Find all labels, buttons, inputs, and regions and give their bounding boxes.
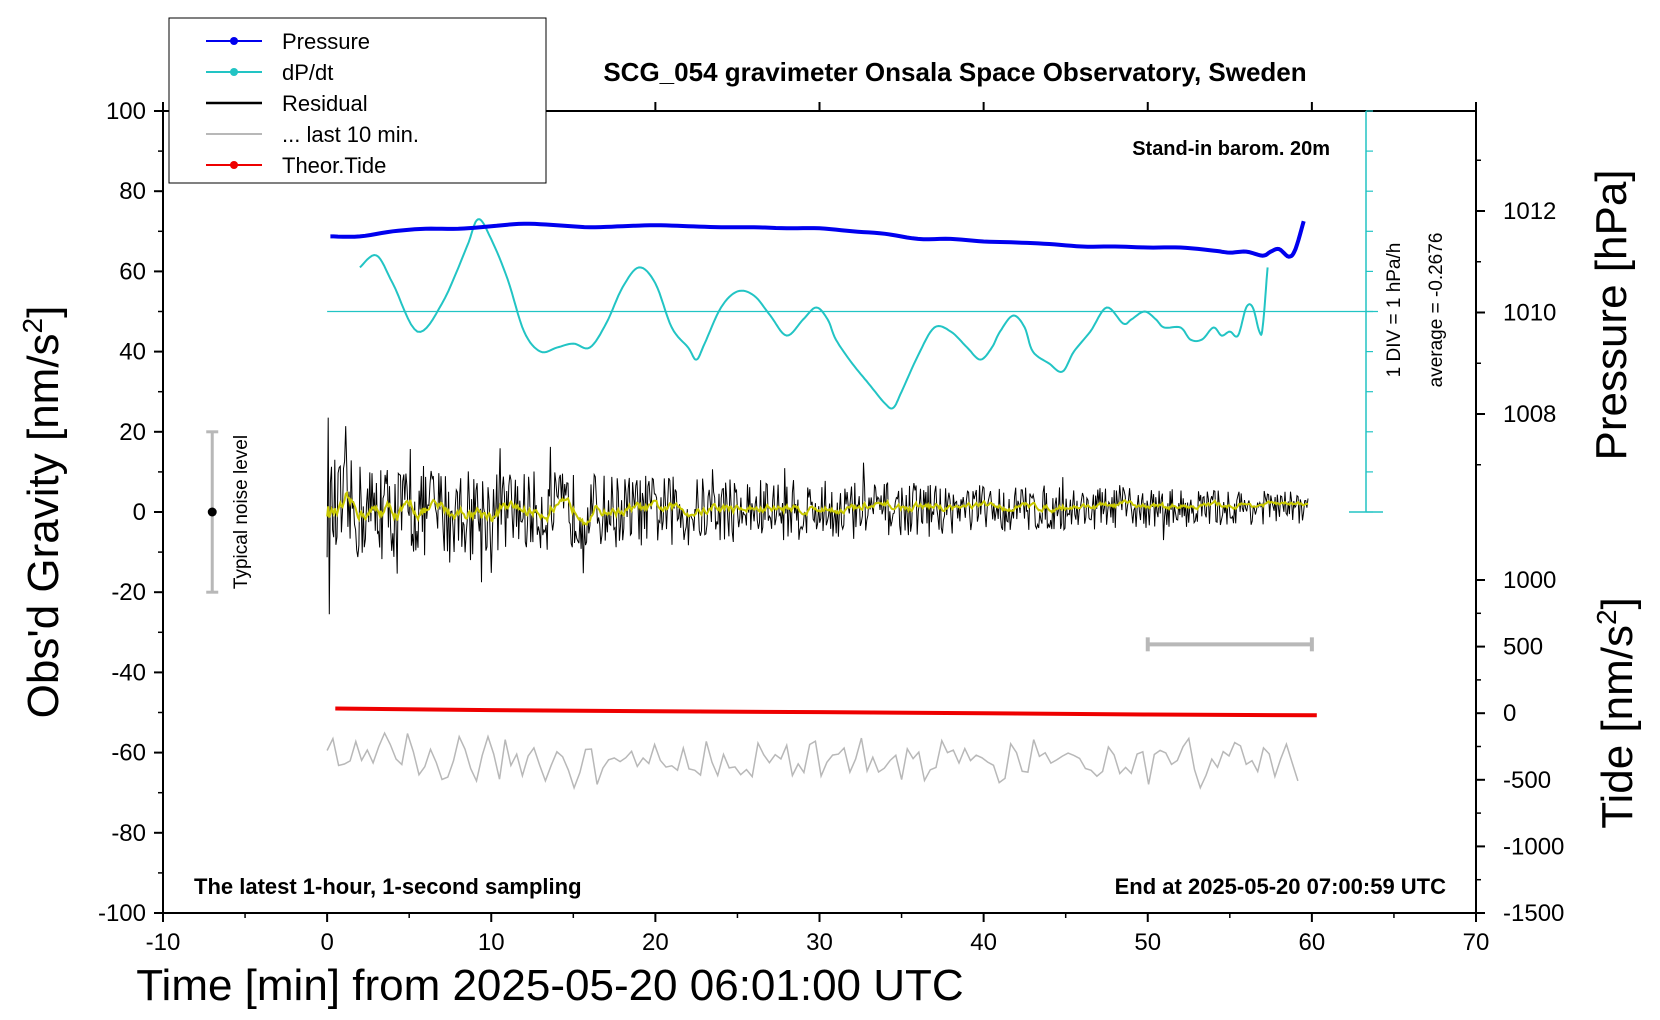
y-axis-label-pressure: Pressure [hPa] [1587, 169, 1636, 460]
y-axis-label-tide: Tide [nm/s2] [1591, 597, 1642, 829]
y-tick-label: 80 [119, 178, 146, 205]
x-axis-label: Time [min] from 2025-05-20 06:01:00 UTC [136, 961, 963, 1010]
chart-title: SCG_054 gravimeter Onsala Space Observat… [603, 57, 1306, 87]
noise-level-dot [207, 507, 217, 517]
y-tick-label: -60 [111, 740, 146, 767]
x-tick-label: -10 [146, 929, 181, 956]
x-tick-label: 0 [320, 929, 333, 956]
pressure-tick-label: 1012 [1503, 198, 1556, 225]
tide-tick-label: 500 [1503, 634, 1543, 661]
axis-ticks: -10 0 10 20 30 40 50 60 70100806040200-20-40-60-… [98, 98, 1564, 956]
last10-line [326, 731, 1299, 791]
plot-series [206, 218, 1317, 791]
tide-tick-label: -1500 [1503, 900, 1564, 927]
annotation-barom: Stand-in barom. 20m [1132, 138, 1330, 160]
y-tick-label: 100 [106, 98, 146, 125]
annotation-dpdt-scale: 1 DIV = 1 hPa/h [1384, 243, 1405, 378]
annotation-latest: The latest 1-hour, 1-second sampling [194, 874, 582, 899]
legend-label: dP/dt [282, 60, 333, 85]
pressure-line [330, 220, 1306, 259]
residual-smoothed-line [326, 490, 1309, 527]
x-tick-label: 40 [970, 929, 997, 956]
x-tick-label: 70 [1463, 929, 1490, 956]
legend-marker [230, 37, 238, 45]
tide-tick-label: -1000 [1503, 833, 1564, 860]
legend-label: Pressure [282, 29, 370, 54]
x-tick-label: 20 [642, 929, 669, 956]
annotation-end: End at 2025-05-20 07:00:59 UTC [1115, 874, 1446, 899]
y-tick-label: -40 [111, 659, 146, 686]
tide-line [335, 706, 1317, 718]
pressure-tick-label: 1008 [1503, 401, 1556, 428]
y-tick-label: -20 [111, 579, 146, 606]
y-tick-label: 20 [119, 419, 146, 446]
legend-label: Residual [282, 91, 368, 116]
legend-marker [230, 68, 238, 76]
y-axis-label-gravity: Obs'd Gravity [nm/s2] [17, 306, 68, 719]
y-tick-label: -80 [111, 820, 146, 847]
tide-tick-label: 0 [1503, 700, 1516, 727]
dpdt-line [359, 218, 1269, 410]
x-tick-label: 50 [1134, 929, 1161, 956]
legend: Pressure dP/dt Residual ... last 10 min. The… [168, 17, 547, 184]
legend-label: Theor.Tide [282, 153, 386, 178]
tide-tick-label: -500 [1503, 767, 1551, 794]
y-tick-label: -100 [98, 900, 146, 927]
x-tick-label: 10 [478, 929, 505, 956]
pressure-tick-label: 1010 [1503, 300, 1556, 327]
residual-line [326, 417, 1309, 615]
legend-marker [230, 161, 238, 169]
y-tick-label: 0 [133, 499, 146, 526]
tide-tick-label: 1000 [1503, 567, 1556, 594]
x-tick-label: 30 [806, 929, 833, 956]
y-tick-label: 60 [119, 258, 146, 285]
annotation-noise: Typical noise level [231, 435, 252, 589]
legend-box [168, 17, 547, 184]
x-tick-label: 60 [1299, 929, 1326, 956]
annotation-dpdt-average: average = -0.2676 [1426, 233, 1447, 388]
y-tick-label: 40 [119, 339, 146, 366]
legend-label: ... last 10 min. [282, 122, 419, 147]
